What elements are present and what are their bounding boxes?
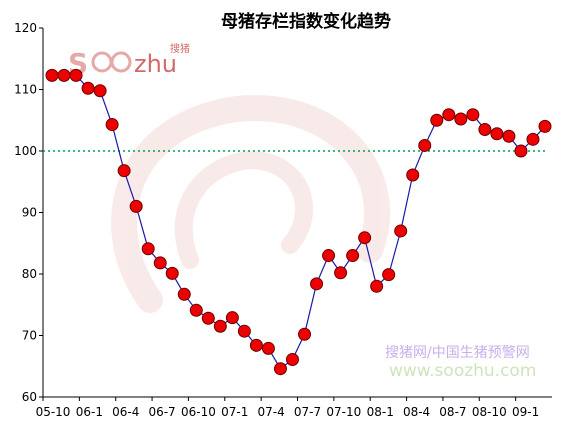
- y-tick-label: 120: [14, 21, 37, 35]
- chart-title: 母猪存栏指数变化趋势: [221, 11, 391, 32]
- data-point: [165, 266, 179, 280]
- y-tick-label: 110: [14, 83, 37, 97]
- data-point: [382, 268, 396, 282]
- x-tick-label: 08-10: [472, 405, 507, 419]
- logo-suffix-text: zhu: [134, 50, 177, 78]
- background-watermark-swirl: [111, 95, 390, 313]
- data-point: [189, 303, 203, 317]
- x-tick-label: 06-1: [76, 405, 103, 419]
- y-tick-label: 90: [22, 206, 37, 220]
- x-tick-label: 08-4: [403, 405, 430, 419]
- y-axis-ticks: 120 110 100 90 80 70 60: [14, 21, 43, 404]
- data-point: [454, 112, 468, 126]
- data-point: [514, 144, 528, 158]
- x-tick-label: 07-10: [326, 405, 361, 419]
- data-point: [45, 68, 59, 82]
- data-point: [153, 256, 167, 270]
- data-point: [538, 119, 552, 133]
- data-point: [466, 108, 480, 122]
- data-point: [285, 352, 299, 366]
- data-point: [358, 231, 372, 245]
- data-point: [117, 164, 131, 178]
- data-point: [346, 249, 360, 263]
- data-point: [310, 277, 324, 291]
- series-group: [45, 68, 552, 376]
- data-point: [442, 108, 456, 122]
- data-point: [430, 113, 444, 127]
- data-point: [334, 266, 348, 280]
- data-point: [129, 199, 143, 213]
- logo-ring-icon: [91, 51, 113, 73]
- logo-cn-text: 搜猪: [170, 42, 190, 55]
- data-point: [406, 168, 420, 182]
- data-point: [69, 68, 83, 82]
- data-point: [213, 319, 227, 333]
- data-point: [418, 138, 432, 152]
- data-point: [298, 327, 312, 341]
- data-point: [81, 81, 95, 95]
- watermark-line-1: 搜猪网/中国生猪预警网: [385, 345, 530, 361]
- data-point: [490, 127, 504, 141]
- data-point: [370, 279, 384, 293]
- y-tick-label: 60: [22, 390, 37, 404]
- y-tick-label: 100: [14, 144, 37, 158]
- x-tick-label: 07-7: [294, 405, 321, 419]
- data-point: [394, 224, 408, 238]
- data-point: [478, 122, 492, 136]
- x-tick-label: 07-4: [258, 405, 285, 419]
- x-tick-label: 08-7: [439, 405, 466, 419]
- watermark-line-2: www.soozhu.com: [389, 361, 536, 381]
- data-point: [225, 311, 239, 325]
- soozhu-logo: S zhu 搜猪: [68, 42, 190, 80]
- x-axis-ticks: 05-10 06-1 06-4 06-7 06-10 07-1 07-4 07-7 07-10 0…: [36, 397, 539, 419]
- x-tick-label: 09-1: [512, 405, 539, 419]
- data-point: [249, 338, 263, 352]
- x-tick-label: 07-1: [221, 405, 248, 419]
- x-tick-label: 06-4: [112, 405, 139, 419]
- data-point: [177, 287, 191, 301]
- data-point: [57, 68, 71, 82]
- data-point: [273, 362, 287, 376]
- x-tick-label: 06-7: [148, 405, 175, 419]
- x-tick-label: 06-10: [181, 405, 216, 419]
- logo-ring-icon: [110, 51, 132, 73]
- data-point: [105, 118, 119, 132]
- data-point: [93, 84, 107, 98]
- data-point: [201, 311, 215, 325]
- data-point: [261, 341, 275, 355]
- data-point: [526, 132, 540, 146]
- data-point: [141, 242, 155, 256]
- y-tick-label: 80: [22, 267, 37, 281]
- y-tick-label: 70: [22, 329, 37, 343]
- x-tick-label: 05-10: [36, 405, 71, 419]
- x-tick-label: 08-1: [367, 405, 394, 419]
- data-point: [322, 249, 336, 263]
- data-point: [237, 324, 251, 338]
- data-point: [502, 129, 516, 143]
